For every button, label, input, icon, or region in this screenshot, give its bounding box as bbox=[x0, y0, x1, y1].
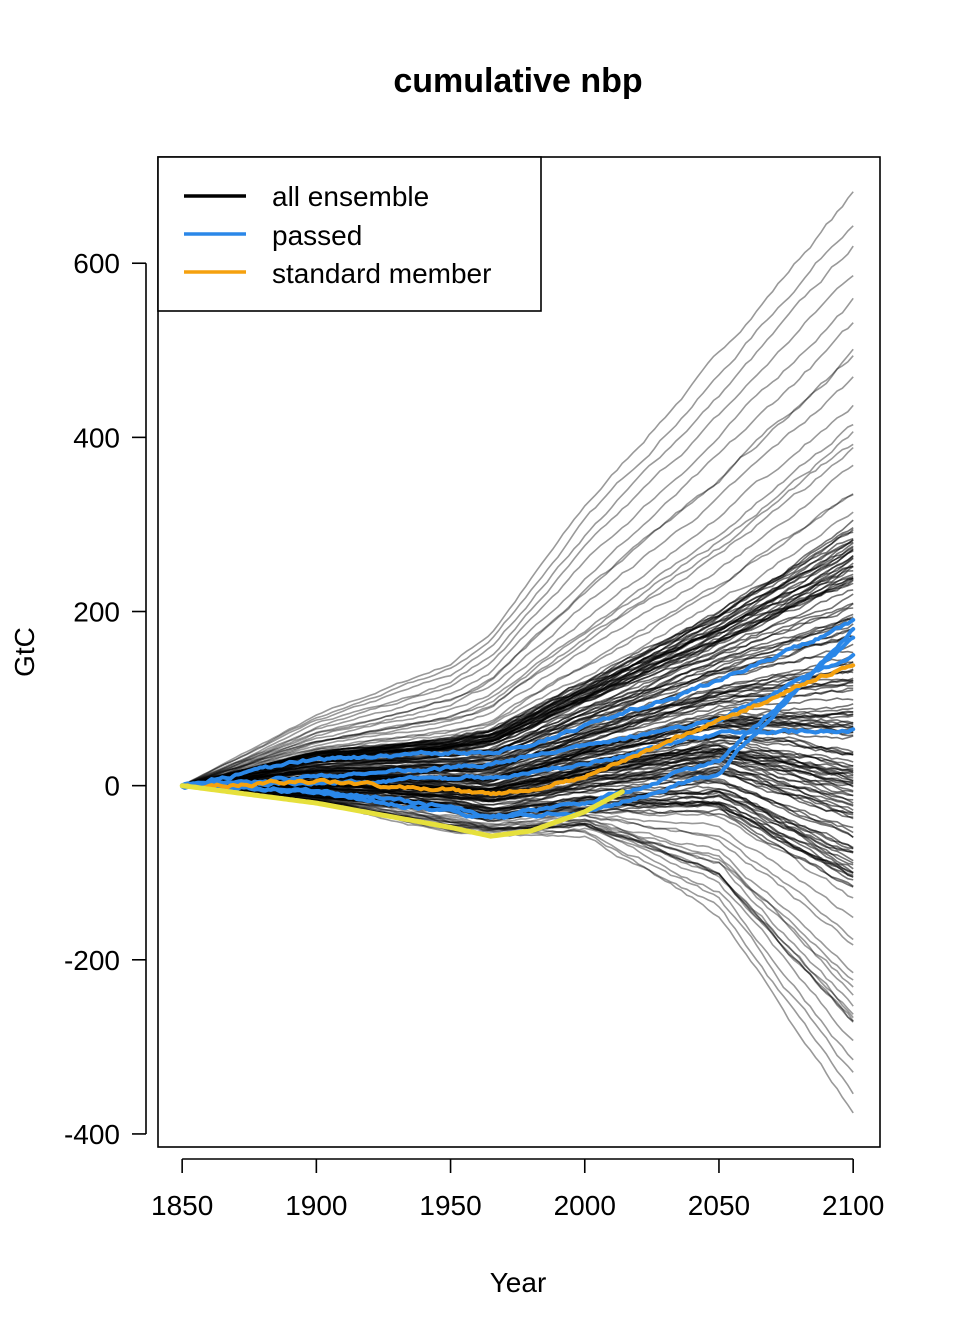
observed-series-line-1 bbox=[179, 783, 625, 839]
ensemble-line bbox=[182, 493, 854, 787]
x-axis-label: Year bbox=[490, 1267, 547, 1298]
ensemble-line bbox=[181, 423, 854, 787]
ensemble-line bbox=[182, 697, 854, 787]
ensemble-line bbox=[182, 602, 854, 787]
x-tick-label: 2100 bbox=[822, 1190, 884, 1221]
ensemble-line bbox=[182, 607, 854, 787]
ensemble-line bbox=[181, 554, 854, 787]
ensemble-line bbox=[181, 493, 854, 787]
y-tick-label: -400 bbox=[64, 1119, 120, 1150]
ensemble-line bbox=[182, 537, 854, 787]
passed-series-line-3 bbox=[180, 727, 856, 789]
legend-label-standard-member: standard member bbox=[272, 258, 491, 289]
ensemble-line bbox=[181, 447, 854, 787]
ensemble-line bbox=[182, 785, 854, 853]
ensemble-line bbox=[181, 297, 854, 787]
series-lines bbox=[179, 617, 856, 839]
x-tick-label: 2050 bbox=[688, 1190, 750, 1221]
ensemble-line bbox=[181, 355, 854, 787]
ensemble-line bbox=[181, 519, 854, 787]
ensemble-line bbox=[181, 191, 854, 787]
standard-series-line-1 bbox=[180, 663, 856, 797]
ensemble-line bbox=[181, 431, 854, 787]
ensemble-line bbox=[182, 661, 854, 787]
ensemble-line bbox=[181, 443, 854, 787]
ensemble-lines bbox=[181, 191, 854, 1114]
ensemble-line bbox=[181, 404, 854, 787]
ensemble-line bbox=[181, 225, 854, 787]
x-tick-label: 1900 bbox=[285, 1190, 347, 1221]
chart-title: cumulative nbp bbox=[393, 62, 642, 100]
ensemble-line bbox=[181, 376, 854, 787]
passed-series-line-2 bbox=[180, 653, 856, 788]
ensemble-line bbox=[182, 666, 854, 787]
ensemble-line bbox=[181, 245, 854, 787]
y-tick-label: -200 bbox=[64, 945, 120, 976]
passed-series-line-1 bbox=[180, 617, 856, 788]
ensemble-line bbox=[181, 348, 854, 787]
x-tick-label: 1850 bbox=[151, 1190, 213, 1221]
ensemble-line bbox=[182, 784, 854, 899]
ensemble-line bbox=[181, 322, 854, 787]
y-axis: -400 -200 0 200 400 600 bbox=[64, 248, 147, 1150]
x-axis: 1850 1900 1950 2000 2050 2100 bbox=[151, 1158, 884, 1221]
y-tick-label: 200 bbox=[73, 597, 120, 628]
y-tick-label: 0 bbox=[104, 771, 120, 802]
legend-label-all-ensemble: all ensemble bbox=[272, 181, 429, 212]
y-axis-label: GtC bbox=[9, 627, 40, 677]
ensemble-line bbox=[182, 785, 854, 887]
ensemble-line bbox=[182, 785, 854, 1007]
y-tick-label: 400 bbox=[73, 422, 120, 453]
x-tick-label: 1950 bbox=[419, 1190, 481, 1221]
x-tick-label: 2000 bbox=[554, 1190, 616, 1221]
y-tick-label: 600 bbox=[73, 248, 120, 279]
ensemble-line bbox=[182, 650, 854, 787]
passed-series-line-5 bbox=[180, 627, 856, 820]
legend-label-passed: passed bbox=[272, 220, 362, 251]
legend: all ensemble passed standard member bbox=[157, 156, 542, 312]
ensemble-line bbox=[181, 464, 854, 787]
ensemble-line bbox=[181, 274, 854, 787]
